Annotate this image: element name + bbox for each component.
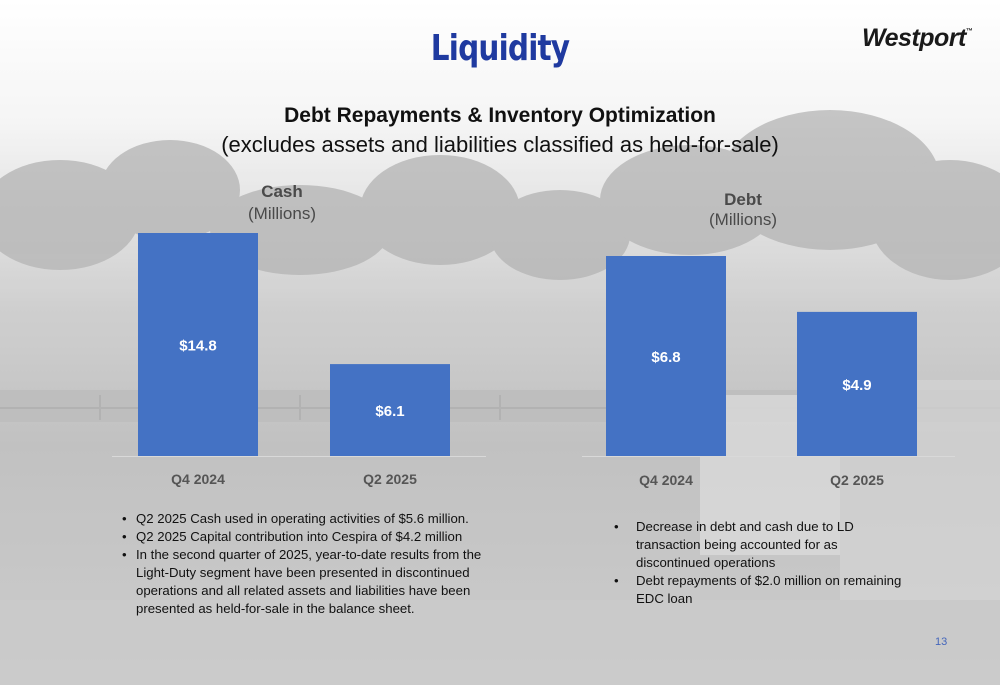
cash-bar-chart: $14.8 Q4 2024 $6.1 Q2 2025 — [112, 233, 486, 487]
debt-category-label-2: Q2 2025 — [830, 472, 884, 488]
westport-logo: Westport™ — [862, 24, 973, 53]
page-title: Liquidity — [430, 28, 570, 69]
debt-chart-title: Debt — [724, 190, 762, 209]
debt-data-label-2: $4.9 — [842, 377, 871, 394]
cash-note-item: Q2 2025 Cash used in operating activitie… — [120, 510, 490, 528]
debt-note-item: Decrease in debt and cash due to LD tran… — [612, 518, 912, 572]
cash-note-item: In the second quarter of 2025, year-to-d… — [120, 546, 490, 618]
debt-note-item: Debt repayments of $2.0 million on remai… — [612, 572, 912, 608]
cash-note-item: Q2 2025 Capital contribution into Cespir… — [120, 528, 490, 546]
cash-category-label-1: Q4 2024 — [171, 471, 225, 487]
debt-bar-chart: $6.8 Q4 2024 $4.9 Q2 2025 — [582, 256, 955, 488]
cash-bar-1 — [138, 233, 258, 456]
debt-category-label-1: Q4 2024 — [639, 472, 693, 488]
section-subtitle: Debt Repayments & Inventory Optimization — [284, 104, 716, 127]
cash-chart-title: Cash — [261, 182, 303, 201]
debt-notes: Decrease in debt and cash due to LD tran… — [612, 518, 912, 608]
debt-data-label-1: $6.8 — [651, 349, 680, 366]
page-number: 13 — [935, 636, 948, 648]
logo-text: Westport — [862, 24, 966, 52]
cash-notes: Q2 2025 Cash used in operating activitie… — [120, 510, 490, 618]
cash-data-label-2: $6.1 — [375, 403, 404, 420]
cash-chart-units: (Millions) — [248, 204, 316, 223]
cash-bar-2 — [330, 364, 450, 456]
debt-chart-units: (Millions) — [709, 210, 777, 229]
cash-category-label-2: Q2 2025 — [363, 471, 417, 487]
debt-bar-2 — [797, 311, 917, 456]
trademark-symbol: ™ — [965, 28, 973, 35]
debt-bar-1 — [606, 256, 726, 456]
cash-data-label-1: $14.8 — [179, 338, 217, 355]
section-subtitle-note: (excludes assets and liabilities classif… — [221, 132, 779, 157]
